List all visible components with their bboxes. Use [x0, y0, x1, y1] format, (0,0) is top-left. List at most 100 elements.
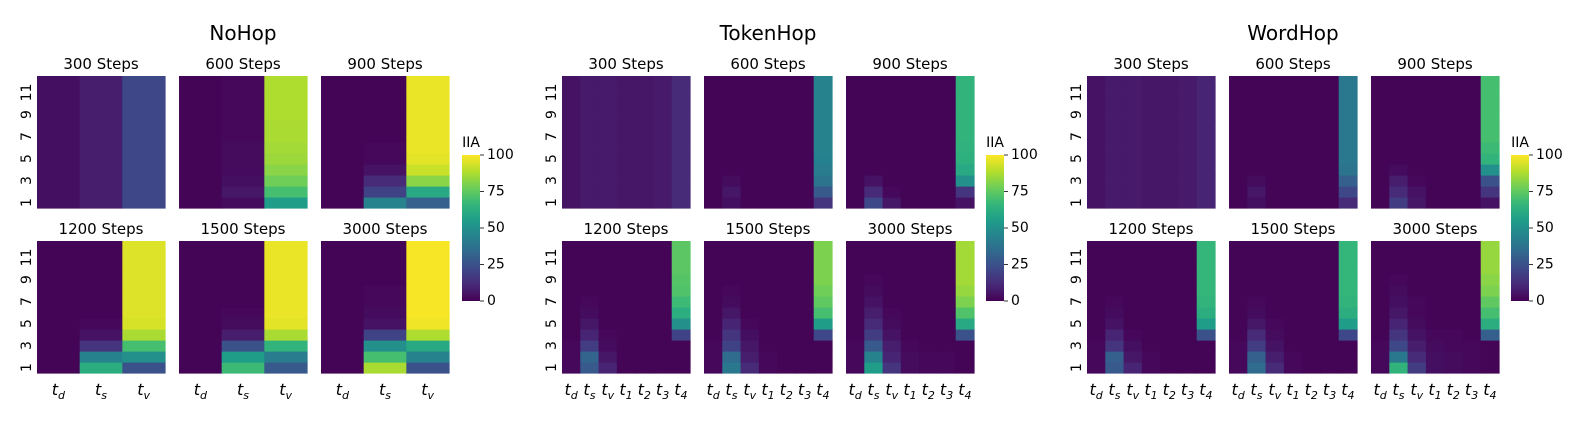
heatmap-cell [955, 362, 975, 374]
heatmap-cell [671, 186, 691, 198]
heatmap-cell [777, 241, 797, 253]
heatmap-cell [1389, 362, 1409, 374]
heatmap-cell [1407, 142, 1427, 154]
heatmap-cell [264, 274, 308, 286]
heatmap-cell [1087, 175, 1106, 187]
heatmap-cell [1389, 340, 1409, 352]
heatmap-cell [846, 164, 865, 176]
x-tick-label: t2 [780, 380, 793, 402]
heatmap-cell [777, 307, 797, 319]
heatmap-cell [1407, 76, 1427, 88]
heatmap-cell [882, 340, 902, 352]
y-tick-label: 1 [544, 198, 560, 207]
heatmap-cell [1229, 131, 1248, 143]
heatmap-cell [722, 109, 742, 121]
heatmap-cell [1087, 362, 1106, 374]
heatmap-cell [264, 351, 308, 363]
heatmap-cell [813, 318, 833, 330]
heatmap-cell [864, 120, 884, 132]
heatmap-cell [1425, 362, 1445, 374]
heatmap-cell [1462, 263, 1482, 275]
heatmap-cell [1302, 142, 1322, 154]
heatmap-cell [221, 362, 265, 374]
heatmap-cell [1283, 318, 1303, 330]
heatmap-cell [704, 274, 723, 286]
panel-1500-steps: 1500 Steps td ts tv t1 t2 t3 t4 [1229, 220, 1358, 402]
heatmap-cell [363, 362, 407, 374]
heatmap-cell [722, 142, 742, 154]
heatmap-cell [864, 274, 884, 286]
heatmap-cell [1105, 76, 1125, 88]
y-tick-label: 3 [544, 176, 560, 185]
heatmap-cell [1389, 329, 1409, 341]
heatmap-cell [919, 175, 939, 187]
heatmap-cell [919, 120, 939, 132]
heatmap-cell [1407, 296, 1427, 308]
heatmap-cell [955, 296, 975, 308]
heatmap-cell [777, 285, 797, 297]
heatmap-cell [813, 186, 833, 198]
heatmap-cell [882, 351, 902, 363]
heatmap-cell [758, 76, 778, 88]
heatmap-cell [846, 263, 865, 275]
heatmap-cell [900, 109, 920, 121]
heatmap-cell [1229, 329, 1248, 341]
heatmap-cell [955, 153, 975, 165]
colorbar-gradient [462, 155, 480, 301]
x-tick-label: t4 [674, 380, 687, 402]
colorbar-tick-label: 75 [487, 184, 505, 200]
heatmap-cell [1123, 296, 1143, 308]
heatmap-cell [79, 252, 123, 264]
heatmap-cell [562, 186, 581, 198]
heatmap-cell [1462, 274, 1482, 286]
heatmap-cell [653, 274, 673, 286]
heatmap-cell [1371, 120, 1390, 132]
heatmap-cell [221, 197, 265, 209]
heatmap-cell [1389, 142, 1409, 154]
heatmap-cell [1105, 241, 1125, 253]
heatmap-cell [79, 285, 123, 297]
heatmap-cell [179, 274, 223, 286]
heatmap-cell [1229, 120, 1248, 132]
heatmap-cell [122, 98, 166, 110]
heatmap-cell [406, 131, 450, 143]
y-tick-label: 5 [1069, 154, 1085, 163]
heatmap-cell [321, 362, 365, 374]
heatmap-cell [1338, 285, 1358, 297]
heatmap-cell [37, 340, 81, 352]
heatmap-cell [37, 164, 81, 176]
heatmap-cell [580, 120, 600, 132]
heatmap-cell [1444, 263, 1464, 275]
heatmap-cell [653, 186, 673, 198]
heatmap-cell [937, 153, 957, 165]
heatmap-cell [1123, 131, 1143, 143]
heatmap-cell [1247, 274, 1267, 286]
heatmap-cell [321, 120, 365, 132]
heatmap-cell [79, 351, 123, 363]
heatmap-cell [740, 318, 760, 330]
heatmap-cell [671, 307, 691, 319]
heatmap-cell [1087, 241, 1106, 253]
heatmap-cell [1265, 76, 1285, 88]
y-tick-label: 11 [544, 84, 560, 102]
heatmap-cell [919, 296, 939, 308]
heatmap-cell [1123, 109, 1143, 121]
heatmap-cell [321, 307, 365, 319]
heatmap-cell [1196, 142, 1216, 154]
panel-1200-steps: 1200 Steps 1 3 5 7 9 11 td ts tv [19, 220, 166, 402]
heatmap-cell [37, 120, 81, 132]
heatmap-cell [1389, 318, 1409, 330]
heatmap-cell [1338, 153, 1358, 165]
heatmap-cell [406, 76, 450, 88]
x-tick-label: t3 [1323, 380, 1336, 402]
heatmap-cell [1371, 142, 1390, 154]
heatmap-cell [79, 175, 123, 187]
heatmap-cell [1425, 274, 1445, 286]
heatmap-cell [221, 329, 265, 341]
heatmap-cell [122, 76, 166, 88]
heatmap-cell [1123, 263, 1143, 275]
heatmap-cell [813, 351, 833, 363]
heatmap-cell [1462, 120, 1482, 132]
colorbar-gradient [986, 155, 1004, 301]
heatmap-cell [1302, 87, 1322, 99]
